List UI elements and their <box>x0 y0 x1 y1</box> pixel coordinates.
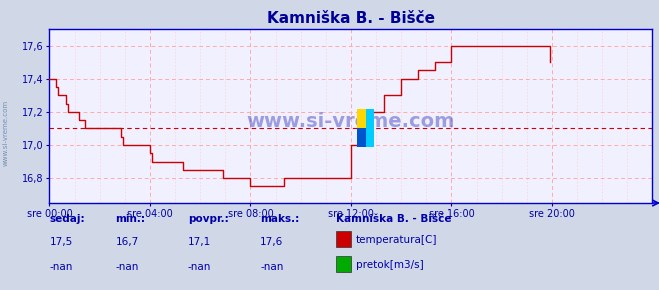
Text: temperatura[C]: temperatura[C] <box>356 235 438 245</box>
Bar <box>366 109 374 147</box>
Text: 17,5: 17,5 <box>49 237 72 247</box>
Bar <box>357 109 366 130</box>
Text: 17,1: 17,1 <box>188 237 211 247</box>
Text: sedaj:: sedaj: <box>49 214 85 224</box>
Text: maks.:: maks.: <box>260 214 300 224</box>
Text: povpr.:: povpr.: <box>188 214 229 224</box>
Text: -nan: -nan <box>115 262 138 272</box>
Text: -nan: -nan <box>260 262 283 272</box>
Text: min.:: min.: <box>115 214 146 224</box>
Text: -nan: -nan <box>49 262 72 272</box>
Title: Kamniška B. - Bišče: Kamniška B. - Bišče <box>267 11 435 26</box>
Text: -nan: -nan <box>188 262 211 272</box>
Text: Kamniška B. - Bišče: Kamniška B. - Bišče <box>336 214 451 224</box>
Text: pretok[m3/s]: pretok[m3/s] <box>356 260 424 270</box>
Text: www.si-vreme.com: www.si-vreme.com <box>246 112 455 131</box>
Text: www.si-vreme.com: www.si-vreme.com <box>2 100 9 166</box>
Text: 17,6: 17,6 <box>260 237 283 247</box>
Text: 16,7: 16,7 <box>115 237 138 247</box>
Bar <box>357 128 366 147</box>
